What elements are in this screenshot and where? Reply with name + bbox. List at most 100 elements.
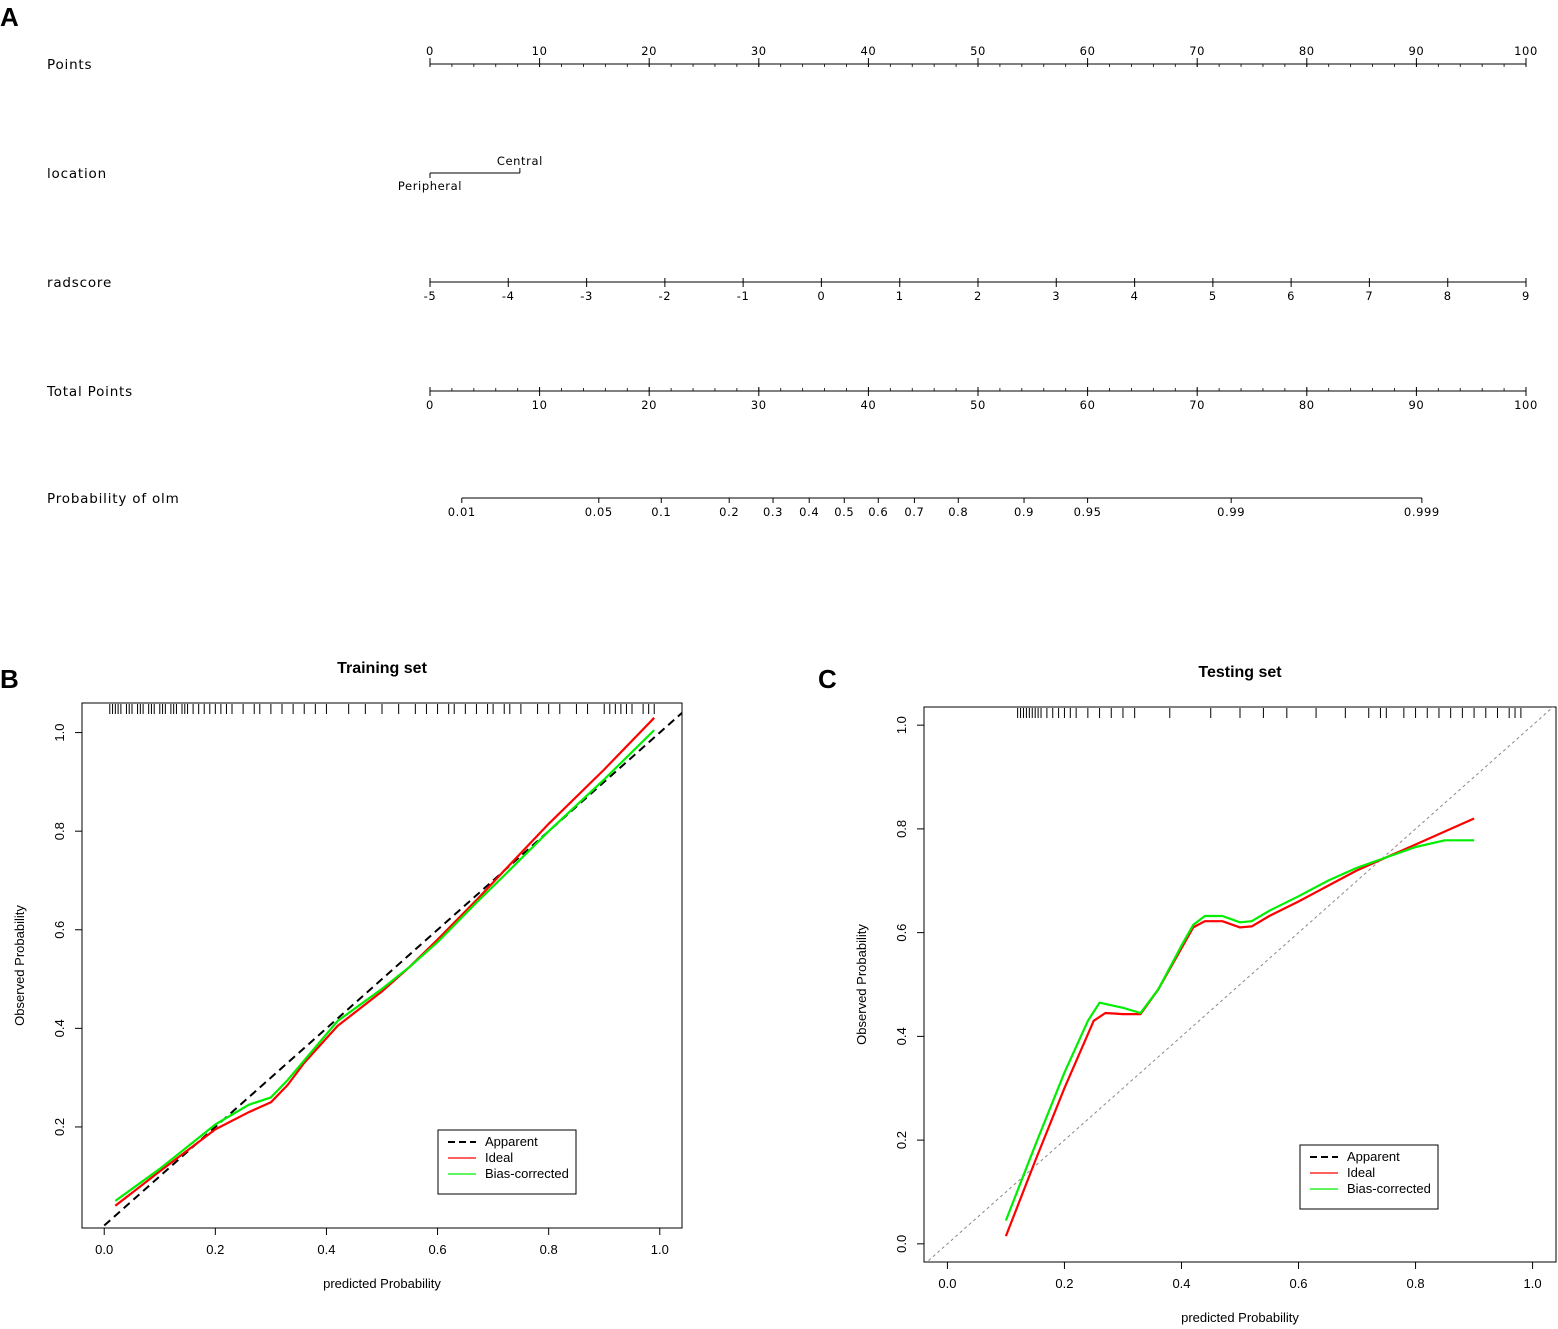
plot-frame <box>923 706 1557 1263</box>
series-line-bias-corrected <box>1004 839 1475 1221</box>
nomogram-tick-label: -4 <box>502 289 515 303</box>
nomogram-category-label: Peripheral <box>398 179 462 193</box>
nomogram-tick-label: 0.7 <box>904 505 924 519</box>
nomogram-tick-label: 0.99 <box>1217 505 1245 519</box>
nomogram-tick-label: 50 <box>970 44 986 58</box>
panel-label-a: A <box>0 2 19 32</box>
nomogram-tick-label: 30 <box>751 44 767 58</box>
nomogram-tick-label: 40 <box>860 398 876 412</box>
nomogram-tick-label: 100 <box>1514 398 1538 412</box>
nomogram-tick-label: 0.5 <box>834 505 854 519</box>
apparent-reference-line <box>926 707 1554 1262</box>
apparent-reference-line <box>103 712 682 1227</box>
nomogram-row-label: Probability of olm <box>47 491 180 507</box>
nomogram-tick-label: 10 <box>532 398 548 412</box>
legend-entry-label: Bias-corrected <box>1347 1181 1431 1196</box>
y-tick-label: 0.2 <box>52 1118 67 1136</box>
nomogram-row-label: location <box>47 166 107 182</box>
y-tick-label: 1.0 <box>894 716 909 734</box>
nomogram-tick-label: 0.95 <box>1074 505 1102 519</box>
nomogram-tick-label: 80 <box>1299 44 1315 58</box>
x-axis-title: predicted Probability <box>1181 1310 1299 1325</box>
y-tick-label: 0.0 <box>894 1235 909 1253</box>
nomogram-tick-label: 60 <box>1080 398 1096 412</box>
series-line-ideal <box>114 717 655 1207</box>
nomogram-tick-label: 0 <box>817 289 825 303</box>
y-tick-label: 0.8 <box>52 822 67 840</box>
x-axis-title: predicted Probability <box>323 1276 441 1291</box>
x-tick-label: 0.0 <box>938 1276 956 1291</box>
nomogram-tick-label: 0.8 <box>948 505 968 519</box>
nomogram: Points 0 10 20 30 40 50 60 70 80 90 100 location Cent… <box>46 44 1538 519</box>
nomogram-tick-label: 0.1 <box>651 505 671 519</box>
nomogram-tick-label: 0.999 <box>1404 505 1440 519</box>
nomogram-tick-label: 9 <box>1522 289 1530 303</box>
nomogram-tick-label: 10 <box>532 44 548 58</box>
legend-box <box>1299 1144 1439 1210</box>
nomogram-tick-label: -1 <box>737 289 750 303</box>
y-tick-label: 0.2 <box>894 1131 909 1149</box>
legend-entry-label: Apparent <box>485 1134 538 1149</box>
x-tick-label: 0.2 <box>206 1242 224 1257</box>
nomogram-tick-label: 90 <box>1408 398 1424 412</box>
legend-entry-label: Ideal <box>1347 1165 1375 1180</box>
nomogram-tick-label: 6 <box>1287 289 1295 303</box>
x-tick-label: 1.0 <box>651 1242 669 1257</box>
panel-label-b: B <box>0 664 19 694</box>
x-tick-label: 0.4 <box>317 1242 335 1257</box>
y-axis-title: Observed Probability <box>854 924 869 1045</box>
nomogram-tick-label: 5 <box>1209 289 1217 303</box>
y-axis-title: Observed Probability <box>12 905 27 1026</box>
nomogram-tick-label: 60 <box>1080 44 1096 58</box>
nomogram-tick-label: 0.2 <box>719 505 739 519</box>
x-tick-label: 0.8 <box>1407 1276 1425 1291</box>
nomogram-row-label: Points <box>47 57 92 73</box>
x-tick-label: 1.0 <box>1524 1276 1542 1291</box>
nomogram-tick-label: 0.3 <box>763 505 783 519</box>
y-tick-label: 1.0 <box>52 724 67 742</box>
nomogram-tick-label: 0.4 <box>799 505 819 519</box>
x-tick-label: 0.6 <box>429 1242 447 1257</box>
series-line-ideal <box>1004 817 1475 1237</box>
nomogram-tick-label: 3 <box>1052 289 1060 303</box>
nomogram-tick-label: 8 <box>1444 289 1452 303</box>
nomogram-tick-label: 40 <box>860 44 876 58</box>
plot-frame <box>81 702 683 1229</box>
nomogram-tick-label: 70 <box>1189 44 1205 58</box>
panel-label-c: C <box>818 664 837 694</box>
nomogram-tick-label: 4 <box>1131 289 1139 303</box>
x-tick-label: 0.8 <box>540 1242 558 1257</box>
nomogram-tick-label: 0.9 <box>1014 505 1034 519</box>
legend-entry-label: Bias-corrected <box>485 1166 569 1181</box>
y-tick-label: 0.4 <box>894 1027 909 1045</box>
nomogram-tick-label: 0.01 <box>448 505 476 519</box>
nomogram-tick-label: 20 <box>641 398 657 412</box>
x-tick-label: 0.4 <box>1172 1276 1190 1291</box>
legend-entry-label: Apparent <box>1347 1149 1400 1164</box>
chart-title: Training set <box>337 660 427 677</box>
nomogram-category-label: Central <box>497 154 543 168</box>
nomogram-tick-label: 2 <box>974 289 982 303</box>
nomogram-row-label: radscore <box>47 275 112 291</box>
nomogram-tick-label: 30 <box>751 398 767 412</box>
plot-area <box>103 712 682 1227</box>
x-tick-label: 0.0 <box>95 1242 113 1257</box>
nomogram-tick-label: 90 <box>1408 44 1424 58</box>
calibration-plot-testing: Testing set 0.0 0.2 0.4 0.6 0.8 1.0 0.0 0.2 0.4 0.… <box>854 664 1557 1325</box>
nomogram-tick-label: 100 <box>1514 44 1538 58</box>
nomogram-tick-label: -5 <box>424 289 437 303</box>
series-line-bias-corrected <box>114 729 655 1202</box>
nomogram-row-label: Total Points <box>46 384 133 400</box>
x-tick-label: 0.2 <box>1055 1276 1073 1291</box>
nomogram-tick-label: 1 <box>896 289 904 303</box>
chart-title: Testing set <box>1198 664 1282 681</box>
nomogram-tick-label: -3 <box>580 289 593 303</box>
nomogram-tick-label: 80 <box>1299 398 1315 412</box>
nomogram-tick-label: 0.6 <box>868 505 888 519</box>
legend-entry-label: Ideal <box>485 1150 513 1165</box>
nomogram-tick-label: 0.05 <box>585 505 613 519</box>
plot-area <box>926 707 1554 1262</box>
nomogram-tick-label: 50 <box>970 398 986 412</box>
y-tick-label: 0.6 <box>52 921 67 939</box>
